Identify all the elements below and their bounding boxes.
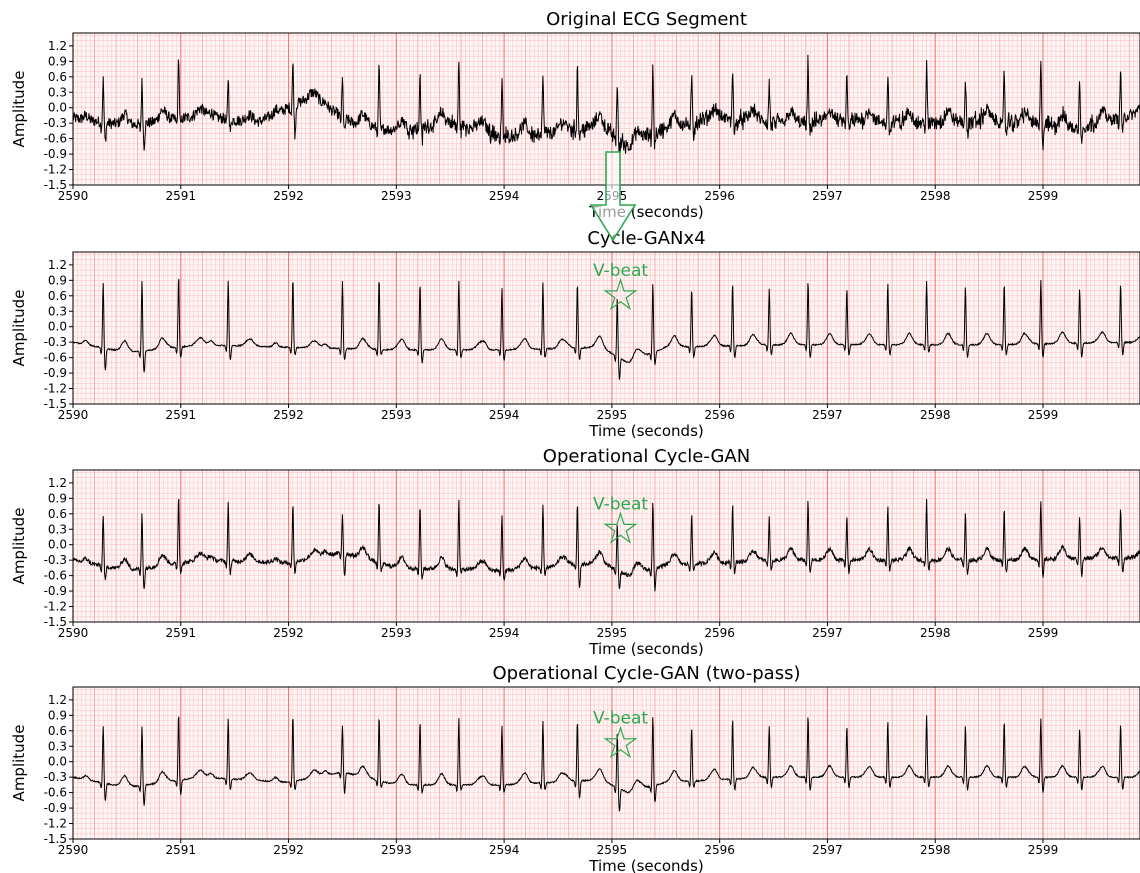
x-tick-label: 2590 (58, 843, 89, 857)
y-tick-label: 0.3 (48, 739, 67, 753)
panel-title: Original ECG Segment (546, 9, 747, 30)
y-tick-label: 0.0 (48, 538, 67, 552)
y-tick-label: -0.9 (44, 147, 67, 161)
y-tick-label: 0.6 (48, 70, 67, 84)
y-tick-label: 0.0 (48, 320, 67, 334)
y-axis-label: Amplitude (10, 725, 28, 802)
x-tick-label: 2592 (273, 189, 304, 203)
x-tick-label: 2591 (166, 843, 197, 857)
y-tick-label: -0.9 (44, 584, 67, 598)
y-tick-label: 0.3 (48, 522, 67, 536)
x-tick-label: 2599 (1028, 626, 1059, 640)
x-tick-label: 2597 (812, 626, 843, 640)
y-tick-label: 0.6 (48, 724, 67, 738)
x-tick-label: 2598 (920, 843, 951, 857)
y-tick-label: 1.2 (48, 258, 67, 272)
y-tick-label: -0.3 (44, 116, 67, 130)
x-axis-label: Time (seconds) (588, 857, 704, 873)
x-tick-label: 2593 (381, 408, 412, 422)
x-tick-label: 2597 (812, 408, 843, 422)
x-tick-label: 2596 (704, 626, 735, 640)
x-tick-label: 2594 (489, 408, 520, 422)
panel-title: Operational Cycle-GAN (two-pass) (492, 663, 800, 684)
x-tick-label: 2594 (489, 189, 520, 203)
y-tick-label: 1.2 (48, 693, 67, 707)
x-tick-label: 2596 (704, 843, 735, 857)
x-tick-label: 2596 (704, 408, 735, 422)
x-tick-label: 2599 (1028, 843, 1059, 857)
x-tick-label: 2593 (381, 189, 412, 203)
y-tick-label: 0.6 (48, 289, 67, 303)
y-tick-label: -0.9 (44, 801, 67, 815)
y-tick-label: 1.2 (48, 39, 67, 53)
x-tick-label: 2594 (489, 626, 520, 640)
y-tick-label: -1.2 (44, 600, 67, 614)
x-tick-label: 2590 (58, 626, 89, 640)
y-tick-label: 1.2 (48, 476, 67, 490)
y-tick-label: -1.2 (44, 817, 67, 831)
y-tick-label: 0.9 (48, 273, 67, 287)
y-tick-label: -0.3 (44, 335, 67, 349)
x-tick-label: 2594 (489, 843, 520, 857)
x-tick-label: 2591 (166, 189, 197, 203)
x-tick-label: 2590 (58, 189, 89, 203)
y-tick-label: 0.6 (48, 507, 67, 521)
y-tick-label: 0.3 (48, 304, 67, 318)
x-tick-label: 2592 (273, 626, 304, 640)
x-tick-label: 2596 (704, 189, 735, 203)
y-tick-label: 0.9 (48, 491, 67, 505)
x-axis-label: Time (seconds) (588, 422, 704, 440)
x-tick-label: 2595 (597, 408, 628, 422)
x-tick-label: 2595 (597, 626, 628, 640)
x-tick-label: 2592 (273, 408, 304, 422)
x-tick-label: 2595 (597, 843, 628, 857)
y-axis-label: Amplitude (10, 290, 28, 367)
plot-area (73, 470, 1140, 622)
x-tick-label: 2598 (920, 189, 951, 203)
x-tick-label: 2597 (812, 189, 843, 203)
x-tick-label: 2591 (166, 626, 197, 640)
x-tick-label: 2590 (58, 408, 89, 422)
y-tick-label: -0.6 (44, 132, 67, 146)
y-tick-label: -1.2 (44, 163, 67, 177)
x-tick-label: 2599 (1028, 189, 1059, 203)
x-tick-label: 2593 (381, 843, 412, 857)
y-axis-label: Amplitude (10, 71, 28, 148)
x-tick-label: 2597 (812, 843, 843, 857)
y-tick-label: 0.9 (48, 54, 67, 68)
y-tick-label: 0.0 (48, 755, 67, 769)
panel-title: Operational Cycle-GAN (543, 446, 750, 467)
x-tick-label: 2592 (273, 843, 304, 857)
x-tick-label: 2593 (381, 626, 412, 640)
y-tick-label: -0.3 (44, 553, 67, 567)
x-tick-label: 2598 (920, 408, 951, 422)
x-tick-label: 2598 (920, 626, 951, 640)
x-axis-label: Time (seconds) (588, 640, 704, 658)
y-tick-label: -0.6 (44, 786, 67, 800)
y-tick-label: -0.6 (44, 351, 67, 365)
y-tick-label: 0.3 (48, 85, 67, 99)
x-tick-label: 2599 (1028, 408, 1059, 422)
y-tick-label: 0.9 (48, 708, 67, 722)
y-tick-label: -0.6 (44, 569, 67, 583)
v-beat-label: V-beat (593, 709, 648, 729)
y-tick-label: -1.2 (44, 382, 67, 396)
panel-title: Cycle-GANx4 (587, 228, 705, 249)
y-tick-label: -0.9 (44, 366, 67, 380)
y-axis-label: Amplitude (10, 508, 28, 585)
v-beat-label: V-beat (593, 261, 648, 281)
y-tick-label: 0.0 (48, 101, 67, 115)
x-tick-label: 2591 (166, 408, 197, 422)
y-tick-label: -0.3 (44, 770, 67, 784)
v-beat-label: V-beat (593, 494, 648, 514)
